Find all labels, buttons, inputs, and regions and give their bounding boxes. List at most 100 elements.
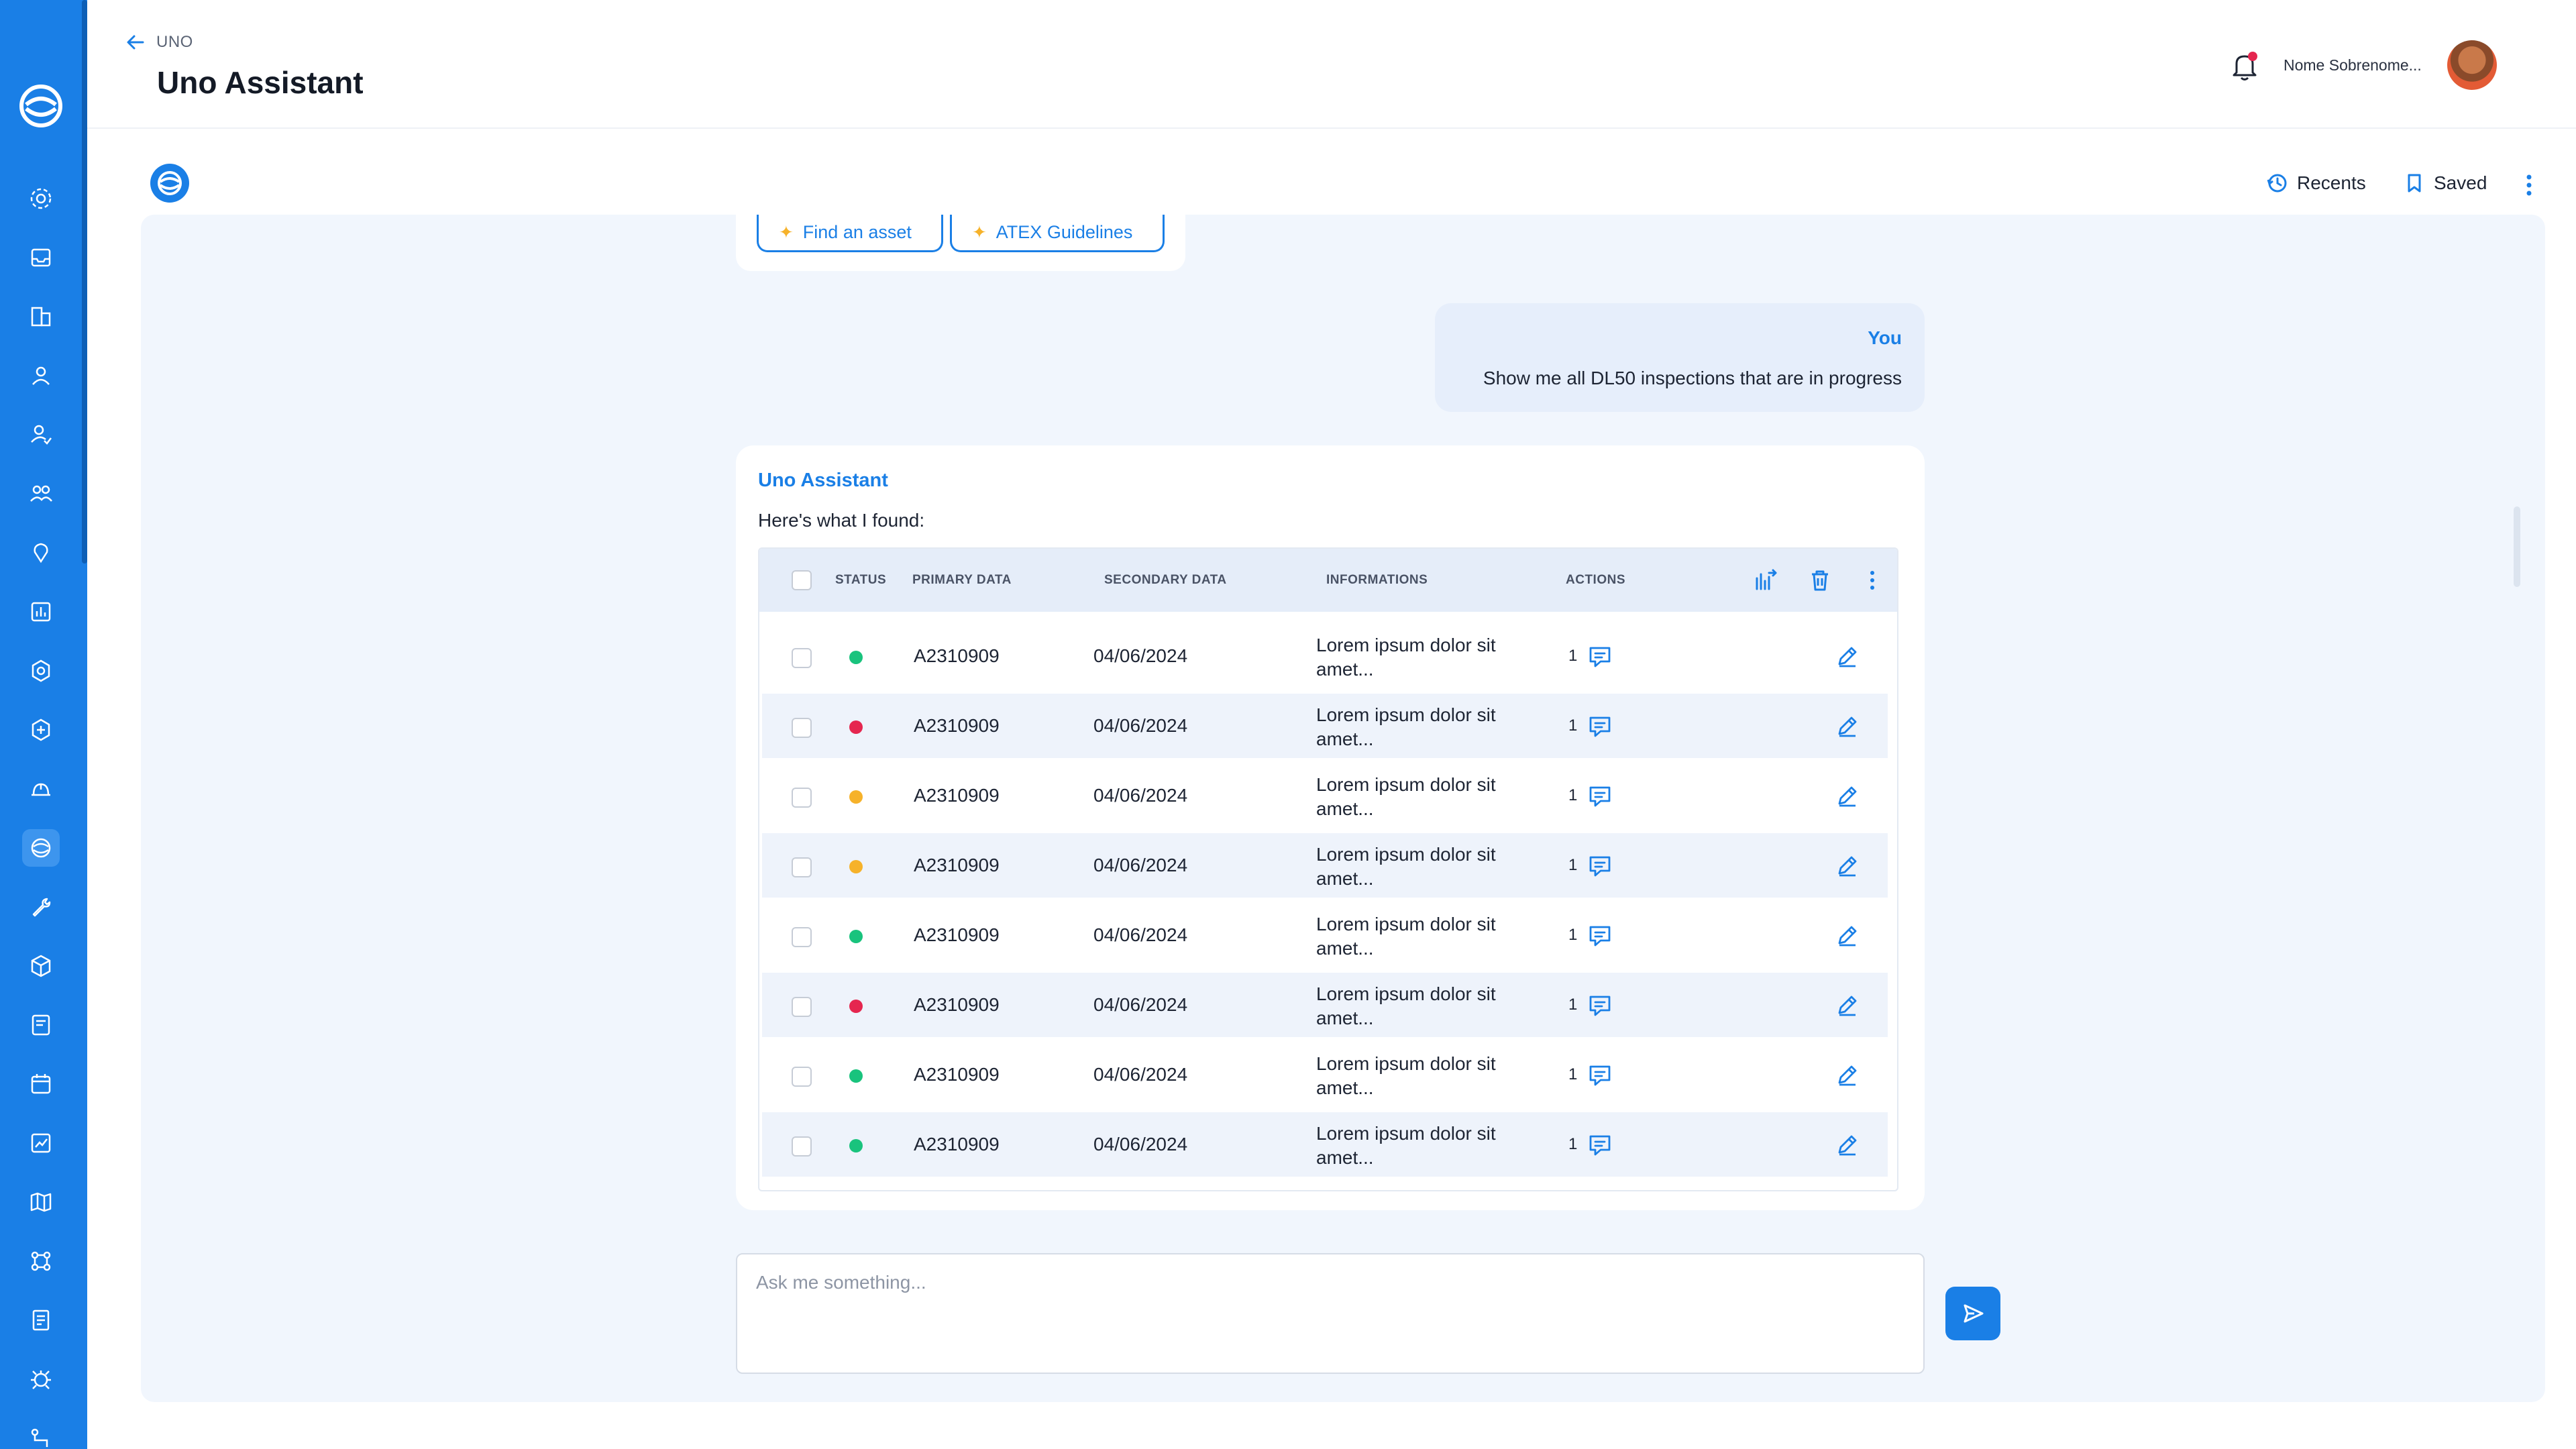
informations-line-1: Lorem ipsum dolor sit bbox=[1316, 1053, 1496, 1074]
edit-icon[interactable] bbox=[1834, 643, 1861, 669]
edit-icon[interactable] bbox=[1834, 991, 1861, 1018]
sidebar-item-buildings[interactable] bbox=[22, 298, 60, 335]
table-row[interactable]: A2310909 04/06/2024 Lorem ipsum dolor sit a… bbox=[759, 903, 1897, 967]
edit-icon[interactable] bbox=[1834, 1131, 1861, 1158]
edit-icon[interactable] bbox=[1834, 712, 1861, 739]
column-actions[interactable]: ACTIONS bbox=[1566, 573, 1625, 587]
edit-icon[interactable] bbox=[1834, 1061, 1861, 1088]
table-row[interactable]: A2310909 04/06/2024 Lorem ipsum dolor sit a… bbox=[759, 1112, 1897, 1177]
edit-icon[interactable] bbox=[1834, 852, 1861, 879]
user-name[interactable]: Nome Sobrenome... bbox=[2284, 56, 2422, 74]
edit-icon[interactable] bbox=[1834, 922, 1861, 949]
send-button[interactable] bbox=[1945, 1287, 2000, 1340]
sidebar-item-users[interactable] bbox=[22, 475, 60, 513]
status-dot bbox=[849, 651, 863, 664]
comment-count: 1 bbox=[1568, 1135, 1578, 1153]
comment-icon[interactable] bbox=[1586, 991, 1614, 1020]
notification-bell-icon[interactable] bbox=[2227, 48, 2262, 83]
informations-cell: Lorem ipsum dolor sit amet... bbox=[1316, 912, 1496, 961]
sidebar-item-uno-assistant[interactable] bbox=[22, 829, 60, 867]
informations-line-1: Lorem ipsum dolor sit bbox=[1316, 914, 1496, 934]
chip-atex-guidelines[interactable]: ✦ ATEX Guidelines bbox=[950, 215, 1165, 252]
table-row[interactable]: A2310909 04/06/2024 Lorem ipsum dolor sit a… bbox=[759, 833, 1897, 898]
sidebar-scrollbar[interactable] bbox=[82, 0, 87, 564]
row-checkbox[interactable] bbox=[792, 648, 812, 668]
secondary-data-cell: 04/06/2024 bbox=[1093, 855, 1188, 875]
uno-logo-icon[interactable] bbox=[17, 82, 65, 130]
map-icon bbox=[30, 1192, 52, 1212]
sidebar-item-location-pin[interactable] bbox=[22, 534, 60, 572]
sidebar-item-user[interactable] bbox=[22, 357, 60, 394]
row-checkbox[interactable] bbox=[792, 718, 812, 738]
row-checkbox[interactable] bbox=[792, 927, 812, 947]
sidebar-item-chart-bar[interactable] bbox=[22, 593, 60, 631]
row-background bbox=[762, 1112, 1888, 1177]
breadcrumb[interactable]: UNO bbox=[156, 33, 193, 51]
row-checkbox[interactable] bbox=[792, 788, 812, 808]
row-checkbox[interactable] bbox=[792, 1136, 812, 1157]
primary-data-cell: A2310909 bbox=[914, 715, 1000, 736]
table-row[interactable]: A2310909 04/06/2024 Lorem ipsum dolor sit a… bbox=[759, 1042, 1897, 1107]
column-primary-data[interactable]: PRIMARY DATA bbox=[912, 573, 1012, 587]
table-row[interactable]: A2310909 04/06/2024 Lorem ipsum dolor sit a… bbox=[759, 973, 1897, 1037]
saved-button[interactable]: Saved bbox=[2403, 172, 2487, 195]
send-icon bbox=[1964, 1304, 1984, 1323]
row-background bbox=[762, 833, 1888, 898]
recents-button[interactable]: Recents bbox=[2266, 172, 2366, 195]
export-chart-icon[interactable] bbox=[1753, 568, 1778, 593]
sidebar-item-settings[interactable] bbox=[22, 180, 60, 217]
trash-icon[interactable] bbox=[1807, 568, 1833, 593]
more-vertical-icon[interactable] bbox=[2519, 173, 2539, 197]
sidebar-item-gear-asset[interactable] bbox=[22, 711, 60, 749]
comment-icon[interactable] bbox=[1586, 852, 1614, 880]
network-icon bbox=[31, 1251, 51, 1271]
secondary-data-cell: 04/06/2024 bbox=[1093, 715, 1188, 736]
chat-input[interactable] bbox=[737, 1254, 1923, 1373]
column-secondary-data[interactable]: SECONDARY DATA bbox=[1104, 573, 1227, 587]
table-row[interactable]: A2310909 04/06/2024 Lorem ipsum dolor sit a… bbox=[759, 694, 1897, 758]
chat-input-box[interactable] bbox=[736, 1253, 1925, 1374]
sidebar-item-box[interactable] bbox=[22, 947, 60, 985]
sidebar-item-inbox[interactable] bbox=[22, 239, 60, 276]
sidebar-item-cog-badge[interactable] bbox=[22, 652, 60, 690]
informations-line-1: Lorem ipsum dolor sit bbox=[1316, 844, 1496, 865]
avatar[interactable] bbox=[2447, 40, 2497, 90]
table-row[interactable]: A2310909 04/06/2024 Lorem ipsum dolor sit a… bbox=[759, 624, 1897, 688]
settings-icon bbox=[30, 188, 52, 209]
table-row[interactable]: A2310909 04/06/2024 Lorem ipsum dolor sit a… bbox=[759, 763, 1897, 828]
sidebar-item-helmet[interactable] bbox=[22, 770, 60, 808]
comment-icon[interactable] bbox=[1586, 782, 1614, 810]
wrench-icon bbox=[32, 898, 51, 917]
helmet-icon bbox=[32, 783, 50, 796]
sidebar-item-document-edit[interactable] bbox=[22, 1006, 60, 1044]
edit-icon[interactable] bbox=[1834, 782, 1861, 809]
column-informations[interactable]: INFORMATIONS bbox=[1326, 573, 1428, 587]
sidebar-item-map[interactable] bbox=[22, 1183, 60, 1221]
select-all-checkbox[interactable] bbox=[792, 570, 812, 590]
chat-scrollbar[interactable] bbox=[2514, 506, 2520, 587]
sidebar-item-bug[interactable] bbox=[22, 1360, 60, 1398]
sidebar-item-wrench[interactable] bbox=[22, 888, 60, 926]
chip-find-asset[interactable]: ✦ Find an asset bbox=[757, 215, 943, 252]
sidebar-item-trend-chart[interactable] bbox=[22, 1124, 60, 1162]
back-link[interactable]: UNO bbox=[124, 31, 193, 54]
sidebar-item-report[interactable] bbox=[22, 1301, 60, 1339]
comment-icon[interactable] bbox=[1586, 1061, 1614, 1089]
recents-label: Recents bbox=[2297, 172, 2366, 193]
comment-icon[interactable] bbox=[1586, 712, 1614, 741]
uno-assistant-icon bbox=[31, 838, 51, 858]
sidebar-item-route[interactable] bbox=[22, 1419, 60, 1449]
sidebar-item-network[interactable] bbox=[22, 1242, 60, 1280]
more-vertical-icon[interactable] bbox=[1860, 568, 1885, 593]
informations-cell: Lorem ipsum dolor sit amet... bbox=[1316, 1122, 1496, 1170]
row-checkbox[interactable] bbox=[792, 997, 812, 1017]
row-checkbox[interactable] bbox=[792, 1067, 812, 1087]
comment-icon[interactable] bbox=[1586, 922, 1614, 950]
comment-icon[interactable] bbox=[1586, 1131, 1614, 1159]
column-status[interactable]: STATUS bbox=[835, 573, 887, 587]
sidebar-item-calendar[interactable] bbox=[22, 1065, 60, 1103]
sidebar-item-user-check[interactable] bbox=[22, 416, 60, 453]
row-checkbox[interactable] bbox=[792, 857, 812, 877]
comment-icon[interactable] bbox=[1586, 643, 1614, 671]
primary-data-cell: A2310909 bbox=[914, 645, 1000, 666]
